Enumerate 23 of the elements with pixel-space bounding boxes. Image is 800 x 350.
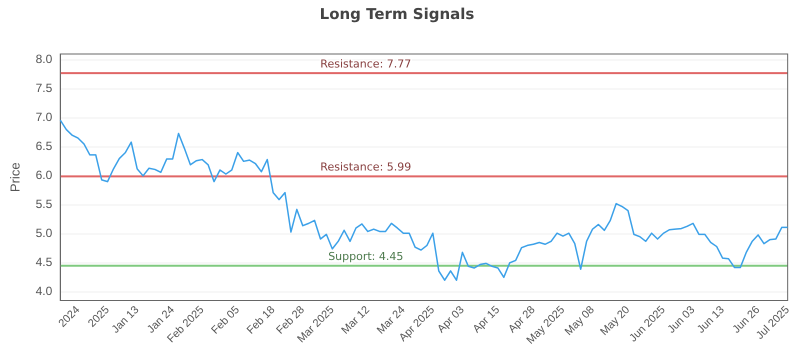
y-tick-label: 6.0 <box>36 168 53 182</box>
x-tick-label: Feb 18 <box>244 304 278 337</box>
x-tick-label: Apr 03 <box>435 304 467 336</box>
x-tick-label: Feb 05 <box>209 304 242 337</box>
y-axis-title: Price <box>7 162 22 192</box>
y-tick-label: 5.0 <box>36 226 53 240</box>
ref-line-label: Support: 4.45 <box>328 250 404 264</box>
x-tick-label: Jan 13 <box>110 304 142 336</box>
ref-line-label: Resistance: 5.99 <box>320 160 412 174</box>
x-tick-label: Apr 15 <box>470 304 502 336</box>
ref-line-label: Resistance: 7.77 <box>320 58 412 70</box>
x-tick-label: Mar 12 <box>339 304 372 337</box>
y-tick-label: 4.5 <box>36 255 53 270</box>
chart-title: Long Term Signals <box>320 4 474 23</box>
x-tick-label: May 08 <box>562 304 597 338</box>
y-tick-label: 8.0 <box>36 52 53 66</box>
y-tick-label: 6.5 <box>36 139 53 154</box>
y-tick-label: 7.0 <box>36 110 53 124</box>
y-tick-label: 4.0 <box>36 284 53 298</box>
y-tick-label: 7.5 <box>36 81 53 96</box>
x-tick-label: Jun 03 <box>665 304 698 336</box>
y-tick-label: 5.5 <box>36 197 53 212</box>
x-tick-label: Jun 13 <box>695 304 727 336</box>
